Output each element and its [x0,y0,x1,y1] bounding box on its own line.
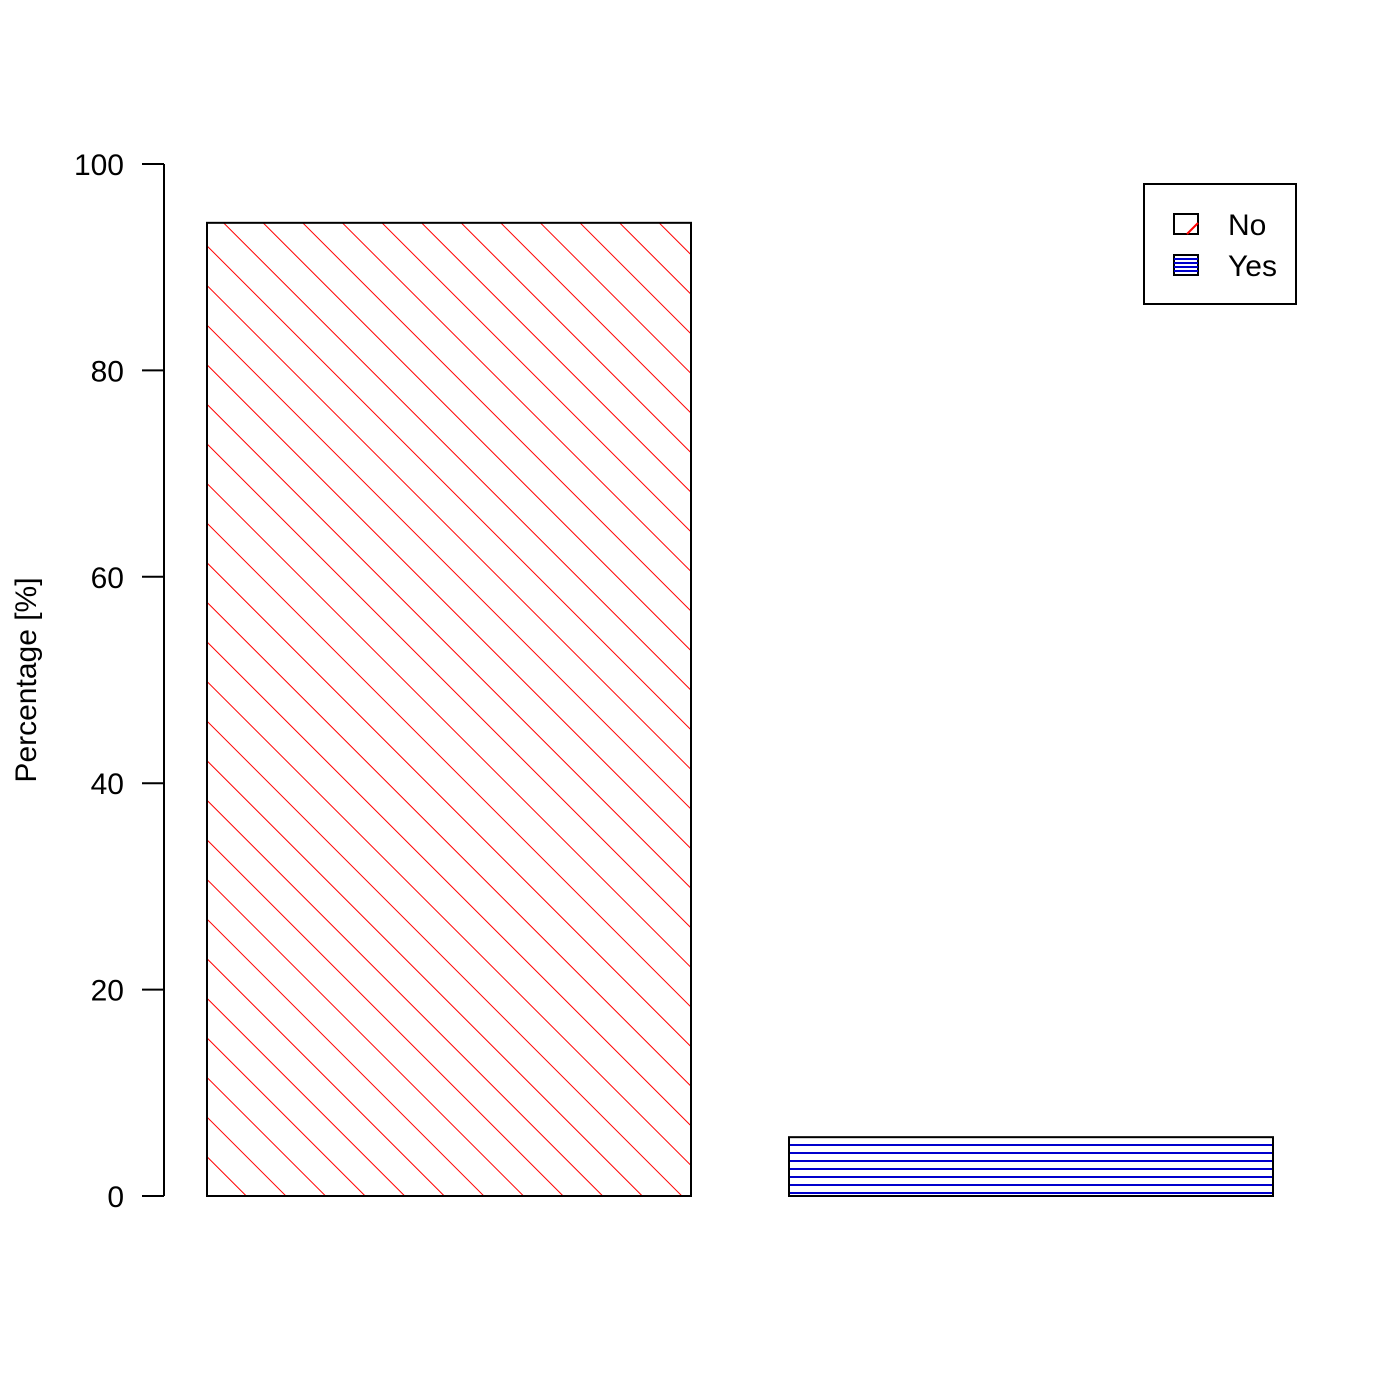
legend-swatch-yes [1173,254,1199,276]
y-axis-title: Percentage [%] [10,577,43,782]
y-tick-label: 40 [91,768,124,801]
y-tick-label: 60 [91,562,124,595]
y-tick-label: 0 [107,1181,124,1214]
legend-box [1143,183,1297,305]
y-tick-label: 100 [74,149,124,182]
legend-label-yes: Yes [1228,250,1277,283]
bar-no [206,221,692,1198]
bars [206,221,1274,1198]
y-axis: 0 20 40 60 80 100 [74,149,165,1214]
bar-yes [788,1136,1274,1198]
y-tick-label: 20 [91,975,124,1008]
legend-swatch-no [1173,213,1199,235]
legend-label-no: No [1228,209,1266,242]
legend: No Yes [1143,183,1297,305]
y-tick-label: 80 [91,355,124,388]
